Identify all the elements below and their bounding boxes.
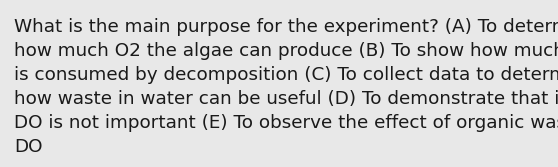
Text: how much O2 the algae can produce (B) To show how much CO2: how much O2 the algae can produce (B) To… (14, 42, 558, 60)
Text: how waste in water can be useful (D) To demonstrate that initial: how waste in water can be useful (D) To … (14, 90, 558, 108)
Text: What is the main purpose for the experiment? (A) To determine: What is the main purpose for the experim… (14, 18, 558, 36)
Text: DO is not important (E) To observe the effect of organic waste on: DO is not important (E) To observe the e… (14, 114, 558, 132)
Text: is consumed by decomposition (C) To collect data to determine: is consumed by decomposition (C) To coll… (14, 66, 558, 84)
Text: DO: DO (14, 138, 42, 156)
